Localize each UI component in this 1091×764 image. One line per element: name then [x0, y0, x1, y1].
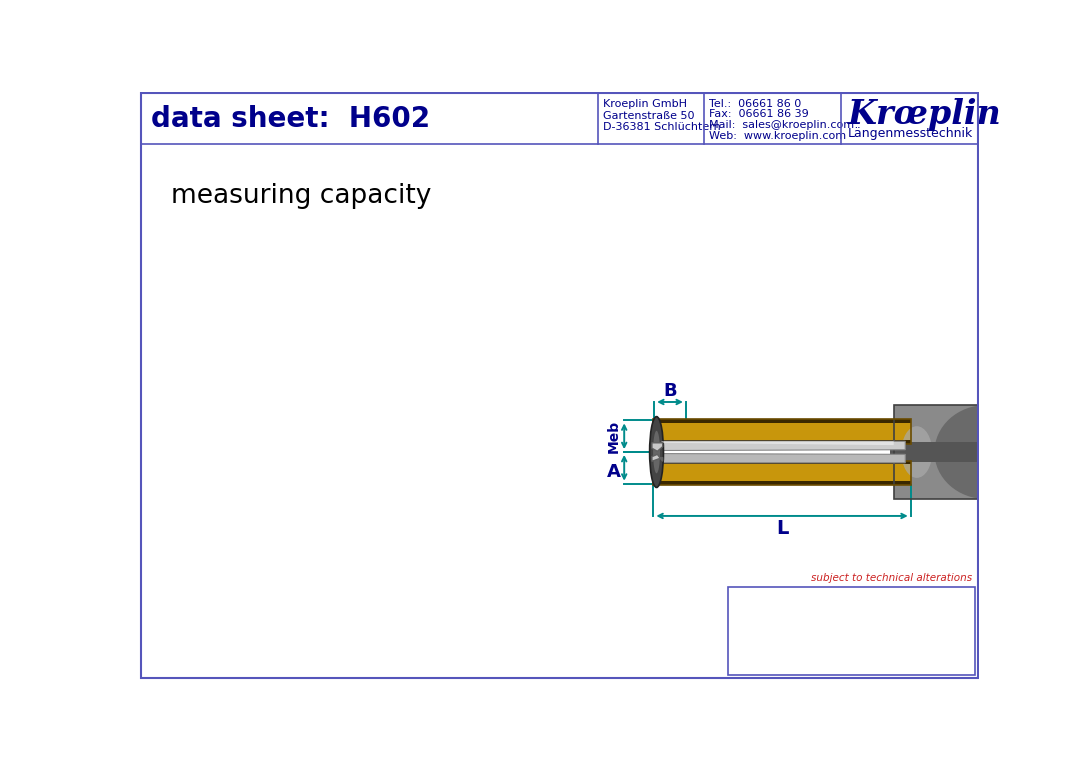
Text: measuring capacity: measuring capacity	[171, 183, 432, 209]
Ellipse shape	[654, 431, 660, 473]
Text: Fax:  06661 86 39: Fax: 06661 86 39	[709, 109, 808, 119]
Text: 02.12.08: 02.12.08	[850, 608, 906, 618]
Bar	[894, 405, 1002, 499]
Text: Meb: Meb	[607, 419, 621, 453]
Text: D-36381 Schlüchtern: D-36381 Schlüchtern	[603, 122, 721, 132]
Ellipse shape	[649, 416, 663, 487]
Text: Krœplin: Krœplin	[848, 99, 1002, 131]
Text: revision status:: revision status:	[738, 639, 825, 649]
Ellipse shape	[901, 426, 932, 478]
Bar	[654, 461, 911, 485]
Polygon shape	[661, 442, 894, 445]
Text: B: B	[663, 382, 676, 400]
Polygon shape	[660, 442, 906, 451]
Bar	[894, 405, 986, 499]
Bar	[654, 461, 911, 485]
Text: Gartenstraße 50: Gartenstraße 50	[603, 111, 695, 121]
Text: DAB-H602_KR_I: DAB-H602_KR_I	[850, 595, 948, 606]
Text: L: L	[776, 519, 788, 538]
Polygon shape	[652, 455, 662, 461]
Bar	[654, 419, 911, 422]
Text: name:: name:	[738, 620, 774, 630]
Text: Kroeplin GmbH: Kroeplin GmbH	[603, 99, 687, 109]
Bar	[654, 440, 911, 444]
Ellipse shape	[934, 405, 1038, 499]
Text: S. Scheurich: S. Scheurich	[850, 620, 931, 630]
Bar	[654, 419, 911, 444]
Text: A: A	[607, 464, 621, 481]
Text: subject to technical alterations: subject to technical alterations	[811, 573, 972, 584]
Bar	[890, 442, 1002, 462]
Polygon shape	[660, 454, 906, 463]
Polygon shape	[652, 443, 662, 452]
Text: Längenmesstechnik: Längenmesstechnik	[848, 127, 973, 140]
Text: revision date:: revision date:	[738, 651, 815, 661]
Bar	[654, 419, 911, 444]
Text: Tel.:  06661 86 0: Tel.: 06661 86 0	[709, 99, 801, 109]
Bar	[728, 587, 974, 675]
Text: date of issue:: date of issue:	[738, 608, 815, 618]
Text: Mail:  sales@kroeplin.com: Mail: sales@kroeplin.com	[709, 120, 854, 130]
Bar	[141, 93, 978, 144]
Text: data sheet:  H602: data sheet: H602	[151, 105, 430, 134]
Text: drawing-nr.:: drawing-nr.:	[738, 596, 806, 606]
Bar	[654, 461, 911, 465]
Bar	[654, 481, 911, 485]
Text: Web:  www.kroeplin.com: Web: www.kroeplin.com	[709, 131, 846, 141]
